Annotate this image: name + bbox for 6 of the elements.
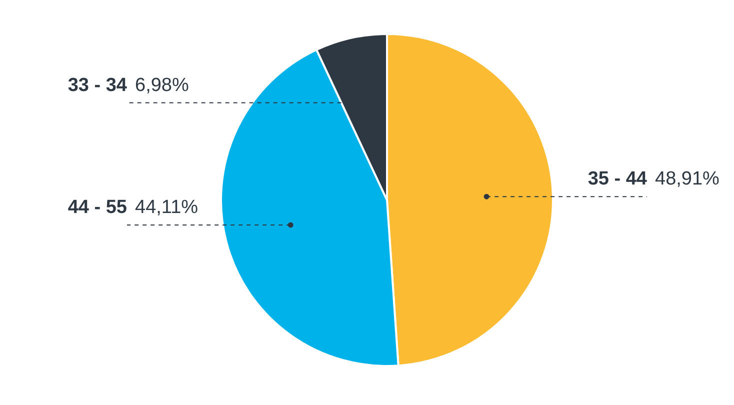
data-label: 44,11%	[135, 196, 198, 218]
slice-label: 35 - 44	[588, 168, 648, 190]
data-label: 48,91%	[655, 168, 720, 190]
slice-label: 44 - 55	[68, 196, 128, 218]
slice-label: 33 - 34	[68, 74, 128, 96]
data-label: 6,98%	[135, 74, 189, 96]
